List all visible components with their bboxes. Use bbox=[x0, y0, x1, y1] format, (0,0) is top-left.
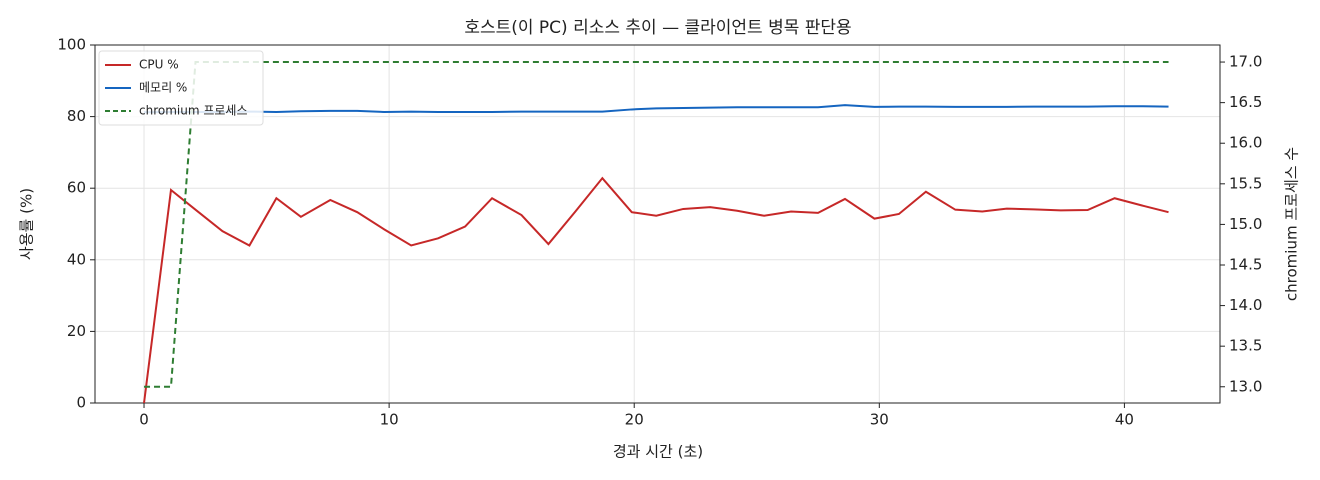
y-tick-label: 80 bbox=[67, 107, 86, 125]
y-tick-label: 60 bbox=[67, 179, 86, 197]
y2-tick-label: 14.5 bbox=[1229, 255, 1262, 273]
y2-tick-label: 14.0 bbox=[1229, 296, 1262, 314]
chart-title: 호스트(이 PC) 리소스 추이 — 클라이언트 병목 판단용 bbox=[464, 18, 851, 38]
y2-axis-label: chromium 프로세스 수 bbox=[1283, 147, 1301, 301]
x-tick-label: 40 bbox=[1115, 411, 1134, 429]
legend-box bbox=[98, 50, 264, 126]
legend-label: 메모리 % bbox=[139, 81, 187, 95]
y-axis-label: 사용률 (%) bbox=[18, 188, 36, 260]
y2-tick-label: 15.0 bbox=[1229, 215, 1262, 233]
y2-tick-label: 16.0 bbox=[1229, 134, 1262, 152]
x-tick-label: 0 bbox=[139, 411, 149, 429]
legend-label: CPU % bbox=[139, 58, 179, 72]
x-tick-label: 30 bbox=[870, 411, 889, 429]
y2-tick-label: 17.0 bbox=[1229, 53, 1262, 71]
legend-label: chromium 프로세스 bbox=[139, 104, 248, 118]
plot-frame bbox=[94, 44, 1221, 404]
x-tick-label: 10 bbox=[380, 411, 399, 429]
series-line bbox=[143, 176, 1169, 404]
y2-tick-label: 13.5 bbox=[1229, 337, 1262, 355]
y2-tick-label: 13.0 bbox=[1229, 377, 1262, 395]
y-tick-label: 40 bbox=[67, 250, 86, 268]
y-tick-label: 0 bbox=[76, 394, 86, 412]
y-tick-label: 100 bbox=[57, 36, 86, 54]
y2-tick-label: 16.5 bbox=[1229, 93, 1262, 111]
x-tick-label: 20 bbox=[625, 411, 644, 429]
legend: CPU % 메모리 % chromium 프로세스 bbox=[98, 50, 264, 126]
y2-tick-label: 15.5 bbox=[1229, 174, 1262, 192]
series-line bbox=[144, 104, 1169, 114]
y-tick-label: 20 bbox=[67, 322, 86, 340]
x-axis-label: 경과 시간 (초) bbox=[613, 443, 703, 461]
series-line bbox=[144, 61, 1169, 388]
